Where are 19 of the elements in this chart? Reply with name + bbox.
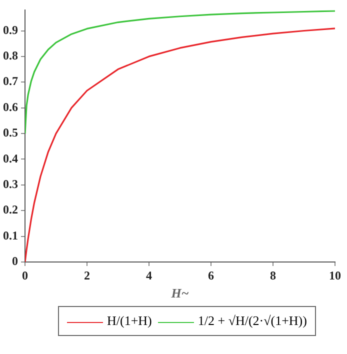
y-tick-label: 0 (12, 254, 18, 268)
y-tick-label: 0.3 (3, 177, 18, 192)
legend-label: 1/2 + √H/(2·√(1+H)) (196, 313, 307, 329)
y-tick-label: 0.2 (3, 202, 18, 217)
y-tick-label: 0.5 (3, 126, 18, 140)
y-tick-label: 0.9 (3, 22, 18, 37)
y-tick-label: 0.6 (3, 100, 18, 114)
x-tick-label: 0 (22, 268, 28, 282)
y-tick-label: 0.8 (3, 48, 18, 63)
y-tick-label: 0.7 (3, 74, 18, 88)
x-axis-title: H~ (170, 286, 190, 301)
x-tick-label: 4 (146, 268, 152, 282)
x-tick-label: 10 (329, 268, 341, 282)
x-tick-label: 2 (84, 268, 90, 282)
x-tick-label: 6 (208, 268, 214, 282)
legend-label: H/(1+H) (106, 313, 152, 329)
y-tick-label: 0.4 (3, 151, 18, 166)
y-tick-label: 0.1 (3, 228, 18, 242)
x-tick-label: 8 (270, 268, 276, 282)
